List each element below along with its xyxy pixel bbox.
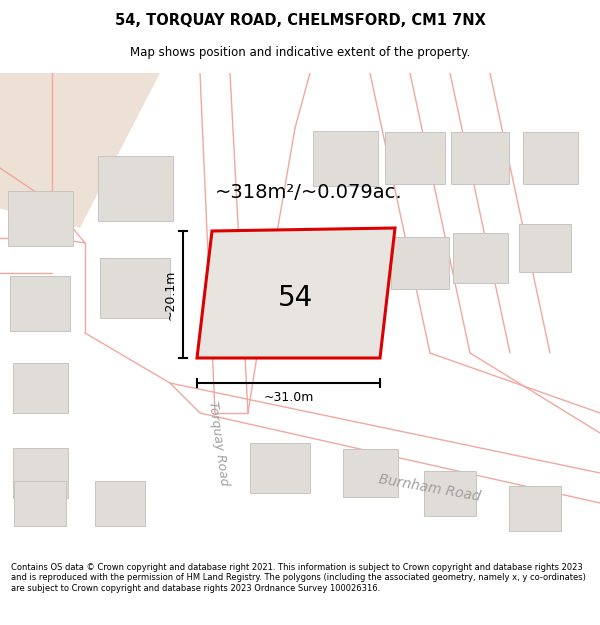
Polygon shape	[424, 471, 476, 516]
Polygon shape	[14, 481, 66, 526]
Polygon shape	[451, 132, 509, 184]
Polygon shape	[0, 73, 155, 153]
Polygon shape	[197, 228, 395, 358]
Text: Burnham Road: Burnham Road	[378, 472, 482, 504]
Text: 54: 54	[277, 284, 313, 312]
Text: Map shows position and indicative extent of the property.: Map shows position and indicative extent…	[130, 46, 470, 59]
Polygon shape	[13, 363, 67, 413]
Polygon shape	[95, 481, 145, 526]
Polygon shape	[97, 156, 173, 221]
Polygon shape	[385, 132, 445, 184]
Polygon shape	[509, 486, 561, 531]
Text: ~318m²/~0.079ac.: ~318m²/~0.079ac.	[215, 184, 403, 203]
Polygon shape	[13, 448, 67, 498]
Text: 54, TORQUAY ROAD, CHELMSFORD, CM1 7NX: 54, TORQUAY ROAD, CHELMSFORD, CM1 7NX	[115, 12, 485, 28]
Polygon shape	[523, 132, 577, 184]
Polygon shape	[343, 449, 398, 497]
Polygon shape	[7, 191, 73, 246]
Polygon shape	[250, 443, 310, 493]
Text: ~20.1m: ~20.1m	[164, 269, 177, 319]
Polygon shape	[391, 237, 449, 289]
Polygon shape	[10, 276, 70, 331]
Polygon shape	[324, 236, 386, 291]
Text: ~31.0m: ~31.0m	[263, 391, 314, 404]
Polygon shape	[452, 233, 508, 283]
Text: Torquay Road: Torquay Road	[206, 400, 230, 486]
Polygon shape	[0, 73, 160, 228]
Polygon shape	[313, 131, 377, 186]
Polygon shape	[100, 258, 170, 318]
Polygon shape	[519, 224, 571, 272]
Text: Contains OS data © Crown copyright and database right 2021. This information is : Contains OS data © Crown copyright and d…	[11, 563, 586, 592]
